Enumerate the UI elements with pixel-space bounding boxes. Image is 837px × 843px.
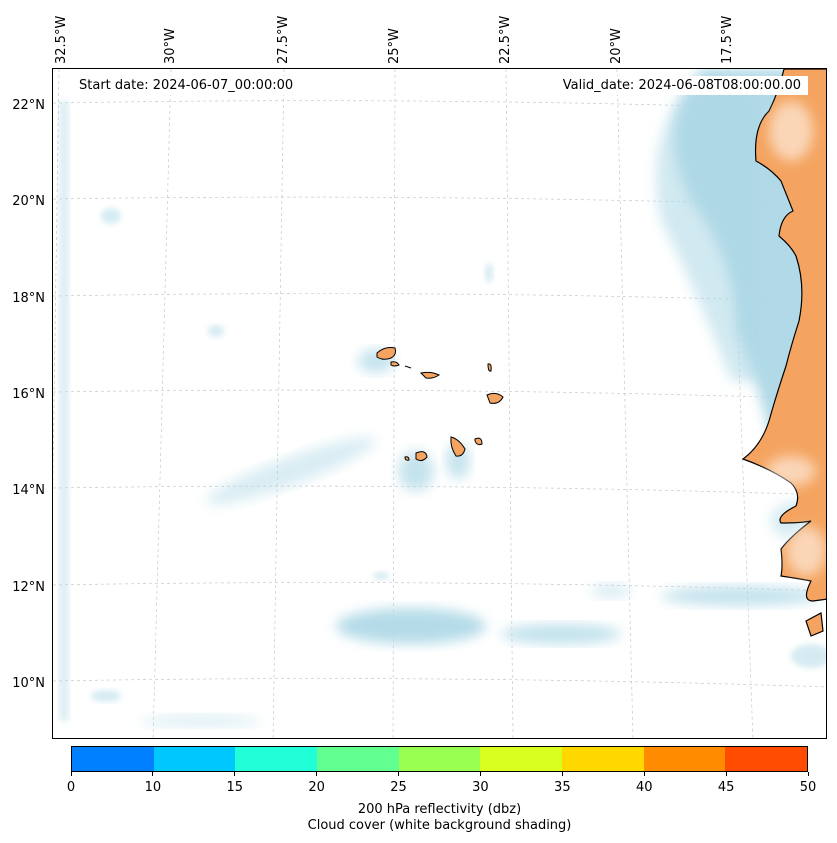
colorbar-segment (153, 747, 236, 771)
colorbar-tick (725, 772, 727, 776)
colorbar-tick (807, 772, 809, 776)
colorbar-tick (70, 772, 72, 776)
lat-label-18n: 18°N (12, 291, 45, 306)
lat-label-20n: 20°N (12, 194, 45, 209)
island-sao-vicente (390, 361, 400, 367)
colorbar-tick-label: 10 (144, 780, 162, 795)
colorbar (71, 746, 808, 772)
colorbar-segment (725, 747, 808, 771)
lon-label-20w: 20°W (609, 28, 624, 64)
colorbar-tick-label: 40 (635, 780, 653, 795)
lat-label-12n: 12°N (12, 580, 45, 595)
lon-label-32-5w: 32.5°W (54, 15, 69, 64)
cape-verde-islands (376, 347, 504, 462)
colorbar-tick-label: 25 (390, 780, 407, 795)
colorbar-segment (72, 747, 154, 771)
colorbar-segment (398, 747, 481, 771)
colorbar-segment (480, 747, 563, 771)
island-fogo (415, 451, 428, 462)
start-date-label: Start date: 2024-06-07_00:00:00 (72, 76, 301, 95)
colorbar-tick-label: 45 (717, 780, 735, 795)
colorbar-tick (479, 772, 481, 776)
valid-date-label: Valid_date: 2024-06-08T08:00:00.00 (555, 76, 808, 95)
cloud-cover (59, 69, 826, 727)
colorbar-tick-label: 35 (554, 780, 571, 795)
colorbar-tick (152, 772, 154, 776)
lat-label-16n: 16°N (12, 387, 45, 402)
lon-label-27-5w: 27.5°W (276, 15, 291, 64)
colorbar-tick-label: 30 (472, 780, 489, 795)
lat-label-10n: 10°N (12, 676, 45, 691)
colorbar-segment (643, 747, 726, 771)
lon-label-22-5w: 22.5°W (498, 15, 513, 64)
colorbar-segment (562, 747, 644, 771)
island-boa-vista (486, 392, 504, 404)
colorbar-subtitle: Cloud cover (white background shading) (307, 818, 572, 833)
island-sal (487, 363, 492, 372)
lon-label-25w: 25°W (387, 28, 402, 64)
colorbar-tick (316, 772, 318, 776)
island-maio (474, 437, 483, 446)
island-santo-antao (376, 347, 396, 360)
colorbar-tick-label: 15 (226, 780, 244, 795)
colorbar-tick-label: 20 (308, 780, 325, 795)
colorbar-tick (561, 772, 563, 776)
colorbar-tick (398, 772, 400, 776)
lat-label-22n: 22°N (12, 98, 45, 113)
colorbar-tick (643, 772, 645, 776)
map-canvas (53, 69, 826, 738)
lat-label-14n: 14°N (12, 483, 45, 498)
colorbar-tick-label: 0 (66, 780, 76, 795)
colorbar-tick (234, 772, 236, 776)
island-santiago (450, 436, 466, 457)
lon-label-30w: 30°W (163, 28, 178, 64)
colorbar-tick-label: 50 (799, 780, 817, 795)
colorbar-segment (235, 747, 318, 771)
island-sao-nicolau (419, 371, 440, 379)
land-highlight (766, 101, 826, 576)
island-brava (404, 456, 410, 461)
lon-label-17-5w: 17.5°W (720, 15, 735, 64)
colorbar-segment (317, 747, 399, 771)
map-panel (52, 68, 827, 739)
colorbar-title: 200 hPa reflectivity (dbz) (357, 802, 522, 817)
island-santa-luzia (404, 365, 412, 369)
